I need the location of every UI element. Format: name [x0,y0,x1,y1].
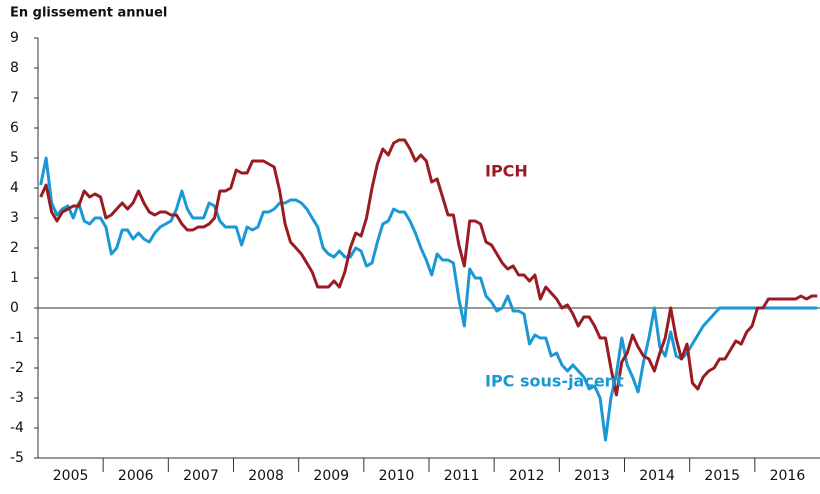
x-tick-label: 2013 [574,468,610,484]
y-tick-label: 7 [10,90,19,106]
x-tick-label: 2012 [509,468,545,484]
y-tick-label: 0 [10,300,19,316]
y-tick-label: -2 [10,360,24,376]
y-tick-label: -1 [10,330,24,346]
x-tick-label: 2015 [704,468,740,484]
x-tick-label: 2010 [379,468,415,484]
x-tick-label: 2009 [313,468,349,484]
series-label: IPC sous-jacent [485,372,624,391]
y-tick-label: -3 [10,390,24,406]
x-tick-label: 2014 [639,468,675,484]
x-tick-label: 2005 [53,468,89,484]
series-line [39,156,818,442]
x-tick-label: 2016 [770,468,806,484]
y-tick-label: 3 [10,210,19,226]
x-tick-label: 2006 [118,468,154,484]
y-tick-label: 9 [10,30,19,46]
y-tick-label: 1 [10,270,19,286]
x-tick-label: 2008 [248,468,284,484]
y-tick-label: 6 [10,120,19,136]
y-tick-label: 2 [10,240,19,256]
series-line [39,138,818,397]
series-label: IPCH [485,162,528,181]
y-tick-label: -4 [10,420,24,436]
chart-title: En glissement annuel [10,6,167,21]
y-tick-label: 8 [10,60,19,76]
x-tick-label: 2007 [183,468,219,484]
y-tick-label: -5 [10,450,24,466]
x-tick-label: 2011 [444,468,480,484]
y-tick-label: 5 [10,150,19,166]
y-tick-label: 4 [10,180,19,196]
